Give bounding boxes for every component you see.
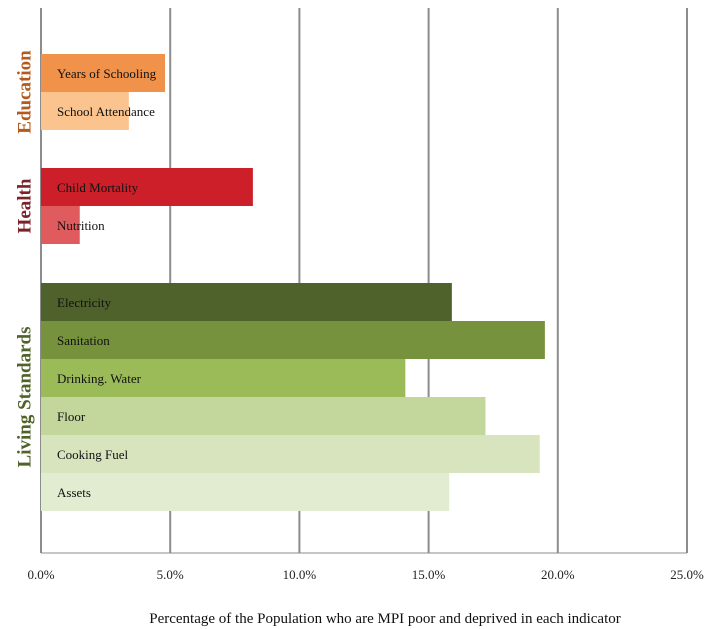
- x-tick-label: 5.0%: [157, 567, 184, 582]
- bar-label: Drinking. Water: [57, 371, 142, 386]
- bar-label: Assets: [57, 485, 91, 500]
- group-label: Education: [14, 50, 35, 134]
- bar-label: Electricity: [57, 295, 112, 310]
- x-tick-label: 15.0%: [412, 567, 446, 582]
- bar: [41, 359, 406, 397]
- gridlines: [40, 8, 688, 554]
- bar: [41, 473, 450, 511]
- bar-label: Floor: [57, 409, 86, 424]
- bar: [41, 92, 129, 130]
- bar-label: Cooking Fuel: [57, 447, 129, 462]
- bar: [41, 206, 80, 244]
- bar: [41, 435, 540, 473]
- bars: Years of Schooling School Attendance Child…: [41, 54, 545, 511]
- bar-label: School Attendance: [57, 104, 155, 119]
- x-axis-label: Percentage of the Population who are MPI…: [149, 611, 621, 627]
- group-label: Health: [14, 178, 35, 233]
- x-tick-label: 0.0%: [27, 567, 54, 582]
- x-tick-label: 25.0%: [670, 567, 704, 582]
- group-labels: Education Health Living Standards: [14, 50, 35, 468]
- group-label: Living Standards: [14, 327, 35, 468]
- bar: [41, 321, 545, 359]
- bar-label: Nutrition: [57, 218, 105, 233]
- bar: [41, 54, 166, 92]
- x-axis-ticks: 0.0% 5.0% 10.0% 15.0% 20.0% 25.0%: [27, 567, 704, 582]
- bar-label: Sanitation: [57, 333, 110, 348]
- bar: [41, 283, 452, 321]
- x-tick-label: 10.0%: [283, 567, 317, 582]
- bar-label: Child Mortality: [57, 180, 139, 195]
- bar-label: Years of Schooling: [57, 66, 157, 81]
- x-tick-label: 20.0%: [541, 567, 575, 582]
- bar: [41, 397, 486, 435]
- bar: [41, 168, 253, 206]
